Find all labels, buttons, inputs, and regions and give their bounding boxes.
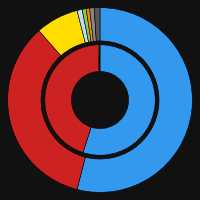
Wedge shape bbox=[82, 9, 91, 42]
Wedge shape bbox=[98, 45, 100, 71]
Wedge shape bbox=[99, 45, 100, 71]
Wedge shape bbox=[83, 45, 155, 155]
Wedge shape bbox=[77, 8, 192, 192]
Wedge shape bbox=[94, 8, 100, 41]
Wedge shape bbox=[86, 8, 93, 42]
Wedge shape bbox=[77, 9, 89, 43]
Wedge shape bbox=[39, 11, 85, 56]
Wedge shape bbox=[90, 8, 96, 41]
Wedge shape bbox=[8, 31, 85, 189]
Wedge shape bbox=[45, 45, 99, 153]
